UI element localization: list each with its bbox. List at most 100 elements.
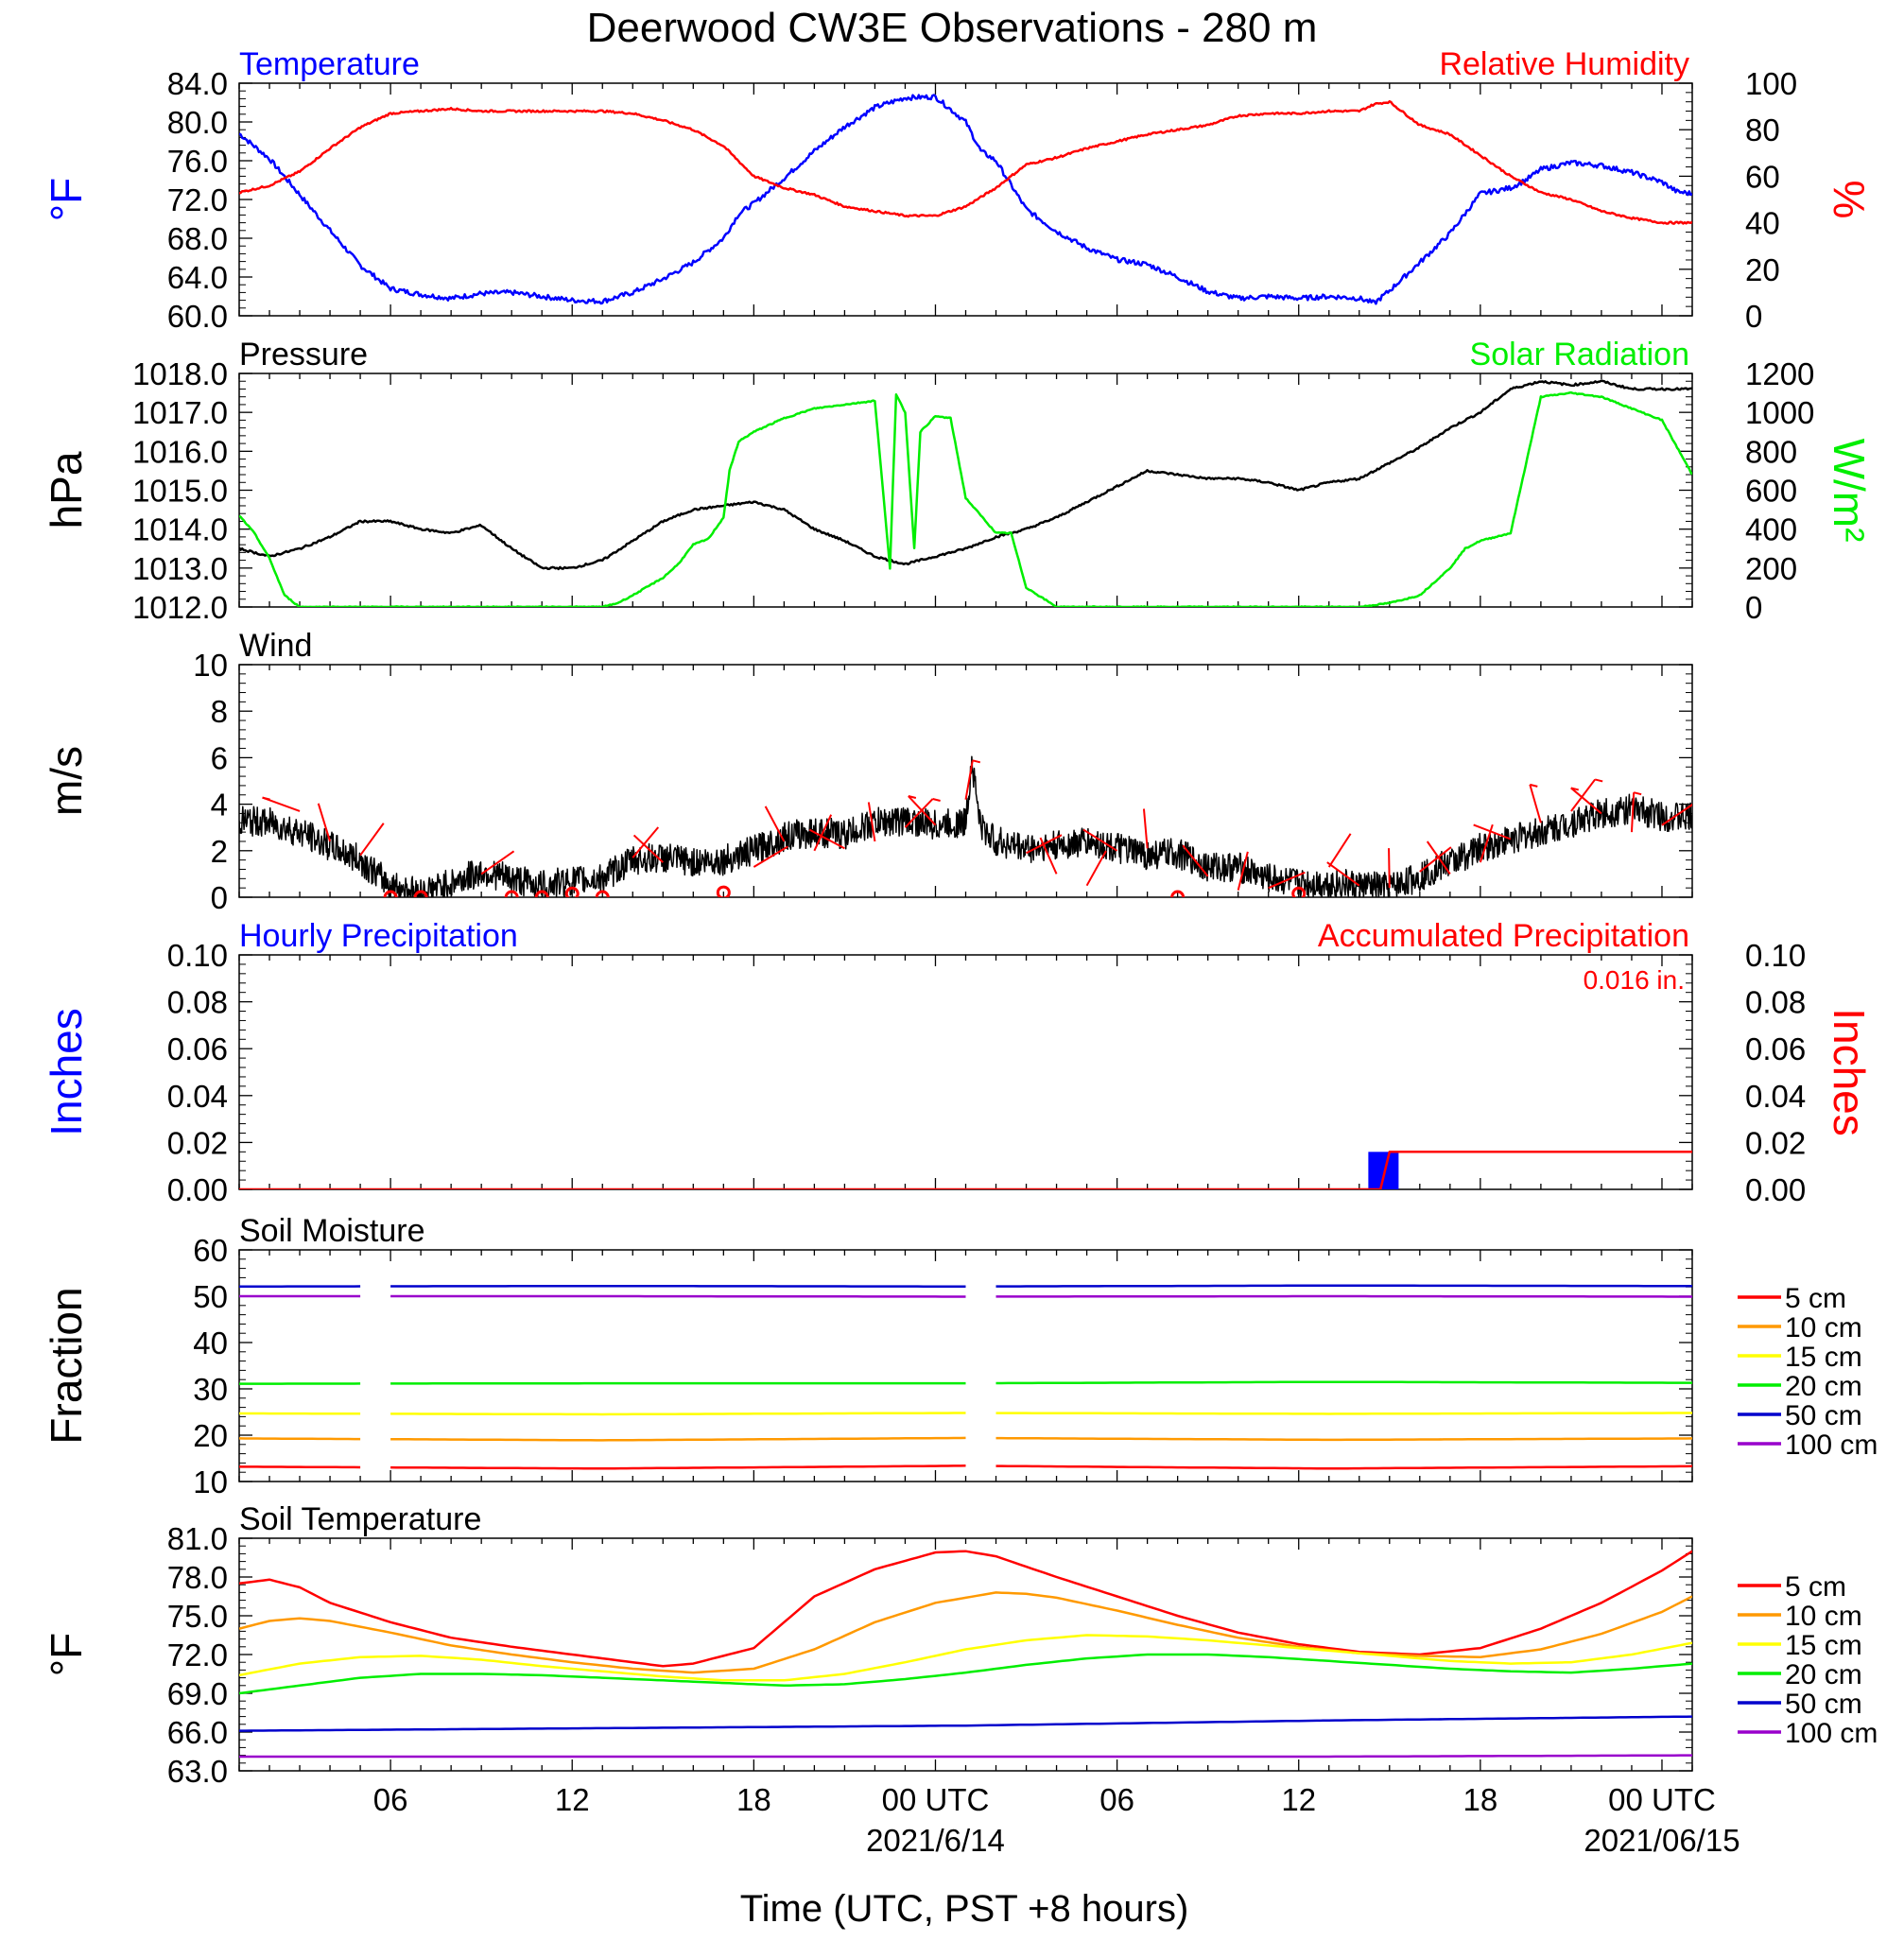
y-tick-label: 80.0 — [167, 105, 228, 140]
wind-barb — [1268, 871, 1306, 890]
panel-title-left: Soil Temperature — [239, 1501, 481, 1537]
y-right-tick-label: 1000 — [1745, 395, 1814, 430]
series-line-wind — [239, 755, 1692, 897]
series-line-20-cm — [239, 1380, 1692, 1385]
x-tick-label: 00 UTC — [882, 1782, 990, 1817]
y-tick-label: 81.0 — [167, 1521, 228, 1556]
series-line-accumulated-precipitation — [239, 1151, 1692, 1189]
plot-area — [239, 1550, 1692, 1759]
wind-barb-flag — [262, 796, 270, 801]
y-tick-label: 68.0 — [167, 221, 228, 256]
y-tick-label: 10 — [193, 648, 228, 683]
y-tick-label: 75.0 — [167, 1599, 228, 1634]
y-right-tick-label: 0.02 — [1745, 1125, 1806, 1160]
wind-barb — [359, 823, 385, 857]
y-right-tick-label: 400 — [1745, 512, 1797, 547]
series-line-15-cm — [239, 1412, 1692, 1416]
y-right-tick-label: 0.08 — [1745, 985, 1806, 1020]
panel-title-left: Hourly Precipitation — [239, 918, 518, 954]
y-axis-label-left: °F — [42, 1633, 91, 1677]
x-date-label: 2021/06/15 — [1584, 1823, 1740, 1858]
wind-barb — [908, 795, 937, 826]
wind-barb — [1426, 841, 1451, 875]
y-tick-label: 1017.0 — [132, 395, 228, 430]
series-line-solar-radiation — [239, 390, 1692, 607]
wind-barb — [753, 845, 788, 868]
series-line-10-cm — [239, 1591, 1692, 1674]
wind-barb-flag — [1570, 787, 1580, 791]
y-tick-label: 64.0 — [167, 260, 228, 295]
legend-label: 20 cm — [1785, 1659, 1862, 1690]
wind-calm-marker — [534, 890, 549, 897]
x-date-label: 2021/6/14 — [866, 1823, 1005, 1858]
wind-calm-marker — [564, 886, 580, 897]
wind-barb — [632, 826, 660, 858]
y-tick-label: 20 — [193, 1418, 228, 1453]
panel-title-right: Relative Humidity — [1439, 46, 1689, 82]
y-tick-label: 1018.0 — [132, 356, 228, 391]
wind-barb — [1326, 861, 1360, 887]
wind-barb — [1388, 848, 1391, 889]
y-right-tick-label: 0.06 — [1745, 1031, 1806, 1066]
y-tick-label: 0.08 — [167, 985, 228, 1020]
series-line-15-cm — [239, 1634, 1692, 1682]
legend-label: 20 cm — [1785, 1371, 1862, 1402]
y-tick-label: 6 — [211, 740, 228, 775]
series-line-temperature — [239, 94, 1692, 305]
wind-barb-flag — [932, 798, 941, 802]
wind-barb — [480, 850, 515, 875]
wind-barb — [1630, 792, 1636, 833]
wind-calm-marker — [595, 890, 610, 897]
wind-barb — [764, 806, 786, 842]
y-tick-label: 84.0 — [167, 66, 228, 101]
legend-label: 10 cm — [1785, 1601, 1862, 1632]
y-tick-label: 2 — [211, 834, 228, 869]
y-right-tick-label: 0.10 — [1745, 938, 1806, 973]
wind-barb — [808, 828, 845, 850]
y-axis-label-left: Inches — [42, 1008, 91, 1136]
legend-label: 100 cm — [1785, 1430, 1878, 1461]
wind-barb — [813, 814, 833, 852]
panel-title-left: Soil Moisture — [239, 1213, 425, 1249]
y-tick-label: 1013.0 — [132, 551, 228, 586]
panel-title-left: Wind — [239, 628, 312, 664]
wind-barb — [317, 803, 332, 842]
y-axis-label-left: hPa — [42, 451, 91, 529]
y-tick-label: 50 — [193, 1279, 228, 1314]
wind-barb-flag — [1530, 783, 1538, 788]
wind-barb — [904, 798, 934, 828]
series-line-pressure — [239, 379, 1692, 571]
wind-barb — [1570, 787, 1602, 815]
series-line-5-cm — [239, 1550, 1692, 1668]
legend-label: 15 cm — [1785, 1630, 1862, 1661]
wind-barb — [1082, 828, 1118, 852]
y-tick-label: 0.10 — [167, 938, 228, 973]
series-line-10-cm — [239, 1436, 1692, 1442]
x-tick-label: 18 — [1463, 1782, 1497, 1817]
y-tick-label: 4 — [211, 788, 228, 823]
y-tick-label: 40 — [193, 1326, 228, 1360]
y-tick-label: 60 — [193, 1233, 228, 1268]
y-tick-label: 0 — [211, 880, 228, 915]
series-line-50-cm — [239, 1715, 1692, 1732]
y-right-tick-label: 1200 — [1745, 356, 1814, 391]
series-line-100-cm — [239, 1754, 1692, 1759]
y-right-tick-label: 0.04 — [1745, 1079, 1806, 1114]
plot-area — [239, 755, 1692, 897]
wind-barb-flag — [972, 759, 981, 764]
wind-calm-marker — [1170, 890, 1186, 897]
y-right-tick-label: 100 — [1745, 66, 1797, 101]
legend-label: 5 cm — [1785, 1283, 1846, 1314]
y-right-tick-label: 60 — [1745, 159, 1780, 194]
y-tick-label: 60.0 — [167, 299, 228, 334]
wind-barb — [1661, 803, 1692, 826]
panel-temperature-humidity: 60.0 64.0 68.0 72.076.0 80.0 84.0 0 20 40 60 80 100… — [42, 46, 1874, 334]
y-right-tick-label: 80 — [1745, 113, 1780, 147]
chart-title: Deerwood CW3E Observations - 280 m — [587, 5, 1318, 51]
y-tick-label: 10 — [193, 1464, 228, 1499]
x-tick-label: 18 — [736, 1782, 771, 1817]
series-line-50-cm — [239, 1284, 1692, 1288]
plot-area — [239, 1151, 1692, 1189]
y-axis-label-left: m/s — [42, 746, 91, 816]
